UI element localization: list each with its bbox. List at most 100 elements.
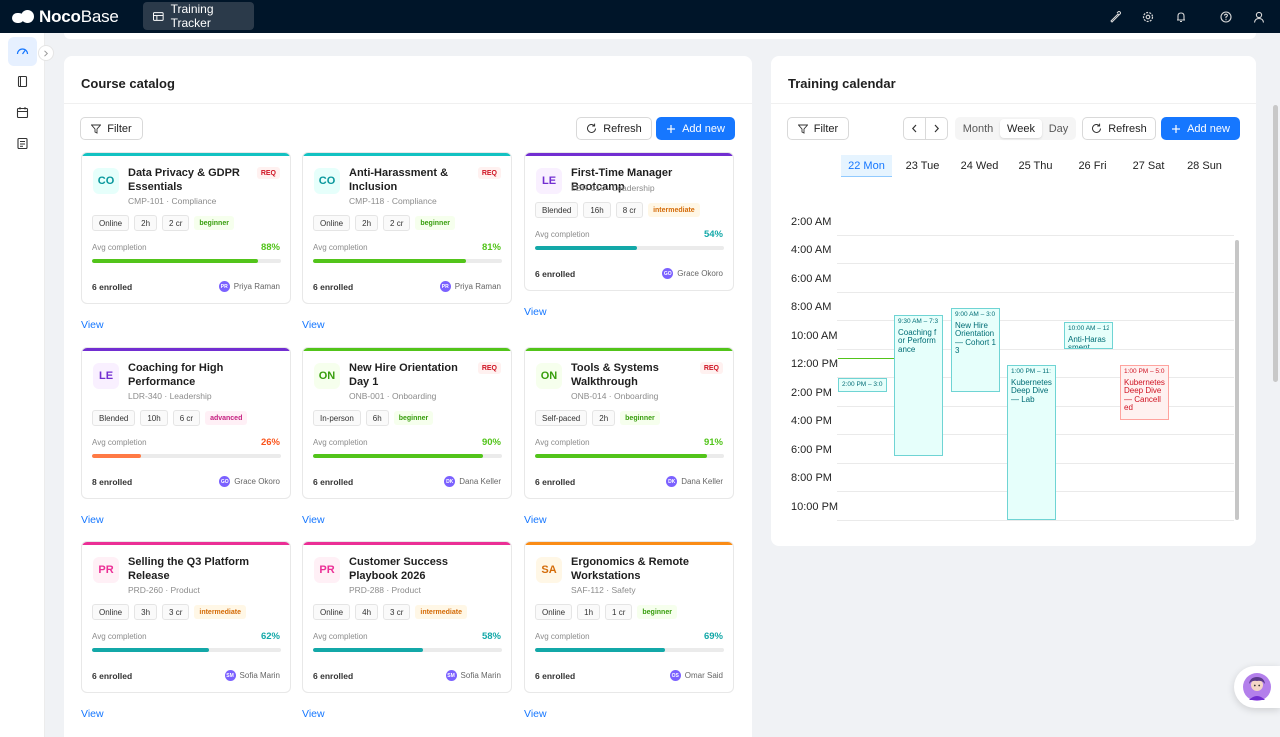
dashboard-icon[interactable] <box>8 37 37 66</box>
credits-tag: 1 cr <box>605 604 633 620</box>
calendar-event[interactable]: 2:00 PM – 3:0 <box>838 378 887 392</box>
instructor-name: Priya Raman <box>233 282 280 291</box>
ai-assistant-button[interactable] <box>1234 666 1280 708</box>
notification-bell-icon[interactable] <box>1164 0 1197 33</box>
category-avatar: CO <box>314 168 340 194</box>
calendar-refresh-button[interactable]: Refresh <box>1082 117 1156 140</box>
catalog-add-new-button[interactable]: Add new <box>656 117 735 140</box>
completion-percent: 69% <box>703 631 723 642</box>
day-header[interactable]: 25 Thu <box>1018 160 1053 172</box>
add-new-label: Add new <box>682 122 725 135</box>
catalog-filter-button[interactable]: Filter <box>80 117 143 140</box>
instructor[interactable]: OS Omar Said <box>669 670 723 681</box>
app-tab-label: Training Tracker <box>170 2 214 30</box>
book-icon[interactable] <box>8 67 37 96</box>
divider <box>771 103 1256 104</box>
view-course-link[interactable]: View <box>524 514 547 526</box>
refresh-label: Refresh <box>1108 122 1147 135</box>
course-card[interactable]: SA Ergonomics & Remote Workstations SAF-11… <box>524 541 734 693</box>
calendar-filter-button[interactable]: Filter <box>787 117 849 140</box>
course-card[interactable]: PR Selling the Q3 Platform Release PRD-260… <box>81 541 291 693</box>
calendar-event[interactable]: 1:00 PM – 11: Kubernetes Deep Dive — Lab <box>1007 365 1056 520</box>
course-code: CMP-101 · Compliance <box>128 196 217 206</box>
calendar-event[interactable]: 10:00 AM – 12 Anti-Harassment <box>1064 322 1113 349</box>
course-code: ONB-014 · Onboarding <box>571 391 659 401</box>
settings-icon[interactable] <box>1131 0 1164 33</box>
app-tab-training-tracker[interactable]: Training Tracker <box>143 2 254 30</box>
event-time: 9:30 AM – 7:3 <box>898 318 939 325</box>
category-color-bar <box>303 348 511 351</box>
calendar-icon[interactable] <box>8 98 37 127</box>
catalog-refresh-button[interactable]: Refresh <box>576 117 652 140</box>
view-course-link[interactable]: View <box>302 514 325 526</box>
completion-progress-bar <box>535 454 724 458</box>
calendar-event[interactable]: 9:30 AM – 7:3 Coaching for Performance <box>894 315 943 456</box>
day-header[interactable]: 27 Sat <box>1132 160 1165 172</box>
view-week-option[interactable]: Week <box>1000 119 1042 138</box>
calendar-event[interactable]: 9:00 AM – 3:0 New Hire Orientation — Coho… <box>951 308 1000 392</box>
view-course-link[interactable]: View <box>81 319 104 331</box>
course-card[interactable]: ON Tools & Systems Walkthrough REQ ONB-014 … <box>524 347 734 499</box>
day-header[interactable]: 22 Mon <box>841 155 892 177</box>
day-header[interactable]: 26 Fri <box>1078 160 1107 172</box>
course-card[interactable]: CO Data Privacy & GDPR Essentials REQ CMP-1… <box>81 152 291 304</box>
view-course-link[interactable]: View <box>302 708 325 720</box>
enrolled-count: 6 enrolled <box>313 282 354 292</box>
nocobase-logo[interactable]: Noco Base <box>12 7 119 27</box>
view-course-link[interactable]: View <box>81 708 104 720</box>
category-avatar: LE <box>93 363 119 389</box>
instructor[interactable]: DK Dana Keller <box>666 476 723 487</box>
course-card[interactable]: LE First-Time Manager Bootcamp LDR-310 · L… <box>524 152 734 291</box>
instructor[interactable]: PR Priya Raman <box>439 281 501 292</box>
view-course-link[interactable]: View <box>81 514 104 526</box>
time-slot-label: 8:00 PM <box>791 472 832 485</box>
calendar-add-new-button[interactable]: Add new <box>1161 117 1240 140</box>
completion-percent: 88% <box>260 242 280 253</box>
calendar-prev-button[interactable] <box>903 117 926 140</box>
category-avatar: PR <box>314 557 340 583</box>
event-time: 1:00 PM – 11: <box>1011 368 1051 375</box>
instructor[interactable]: SM Sofia Marin <box>445 670 501 681</box>
view-day-option[interactable]: Day <box>1048 122 1069 135</box>
design-mode-icon[interactable] <box>1098 0 1131 33</box>
instructor[interactable]: DK Dana Keller <box>444 476 501 487</box>
top-strip <box>64 33 1256 39</box>
instructor[interactable]: SM Sofia Marin <box>224 670 280 681</box>
day-header[interactable]: 23 Tue <box>905 160 940 172</box>
filter-icon <box>797 124 808 134</box>
view-course-link[interactable]: View <box>524 306 547 318</box>
instructor[interactable]: GO Grace Okoro <box>219 476 280 487</box>
format-tag: Online <box>92 604 130 620</box>
user-profile-icon[interactable] <box>1242 0 1275 33</box>
help-icon[interactable] <box>1209 0 1242 33</box>
report-icon[interactable] <box>8 129 37 158</box>
view-course-link[interactable]: View <box>302 319 325 331</box>
instructor-avatar: GO <box>219 476 231 487</box>
calendar-scrollbar[interactable] <box>1235 240 1239 520</box>
page-scrollbar[interactable] <box>1273 105 1278 382</box>
calendar-event[interactable]: 1:00 PM – 5:0 Kubernetes Deep Dive — Canc… <box>1120 365 1169 420</box>
enrolled-count: 6 enrolled <box>535 477 576 487</box>
course-title: New Hire Orientation Day 1 <box>349 362 458 388</box>
hours-tag: 4h <box>355 604 379 620</box>
instructor[interactable]: GO Grace Okoro <box>662 268 723 279</box>
view-month-option[interactable]: Month <box>962 122 994 135</box>
calendar-next-button[interactable] <box>925 117 948 140</box>
hours-tag: 6h <box>365 410 389 426</box>
hours-tag: 10h <box>140 410 168 426</box>
course-card[interactable]: CO Anti-Harassment & Inclusion REQ CMP-118 … <box>302 152 512 304</box>
course-card[interactable]: ON New Hire Orientation Day 1 REQ ONB-001 ·… <box>302 347 512 499</box>
instructor[interactable]: PR Priya Raman <box>218 281 280 292</box>
rail-expand-chevron-icon[interactable] <box>38 45 54 61</box>
course-tags: Online 2h 2 cr beginner <box>313 215 455 231</box>
course-title: Tools & Systems Walkthrough <box>571 362 659 388</box>
credits-tag: 3 cr <box>162 604 190 620</box>
required-badge: REQ <box>477 362 501 374</box>
completion-percent: 62% <box>260 631 280 642</box>
day-header[interactable]: 28 Sun <box>1187 160 1222 172</box>
day-header[interactable]: 24 Wed <box>960 160 999 172</box>
event-time: 2:00 PM – 3:0 <box>842 381 883 388</box>
view-course-link[interactable]: View <box>524 708 547 720</box>
course-card[interactable]: LE Coaching for High Performance LDR-340 ·… <box>81 347 291 499</box>
course-card[interactable]: PR Customer Success Playbook 2026 PRD-288 … <box>302 541 512 693</box>
